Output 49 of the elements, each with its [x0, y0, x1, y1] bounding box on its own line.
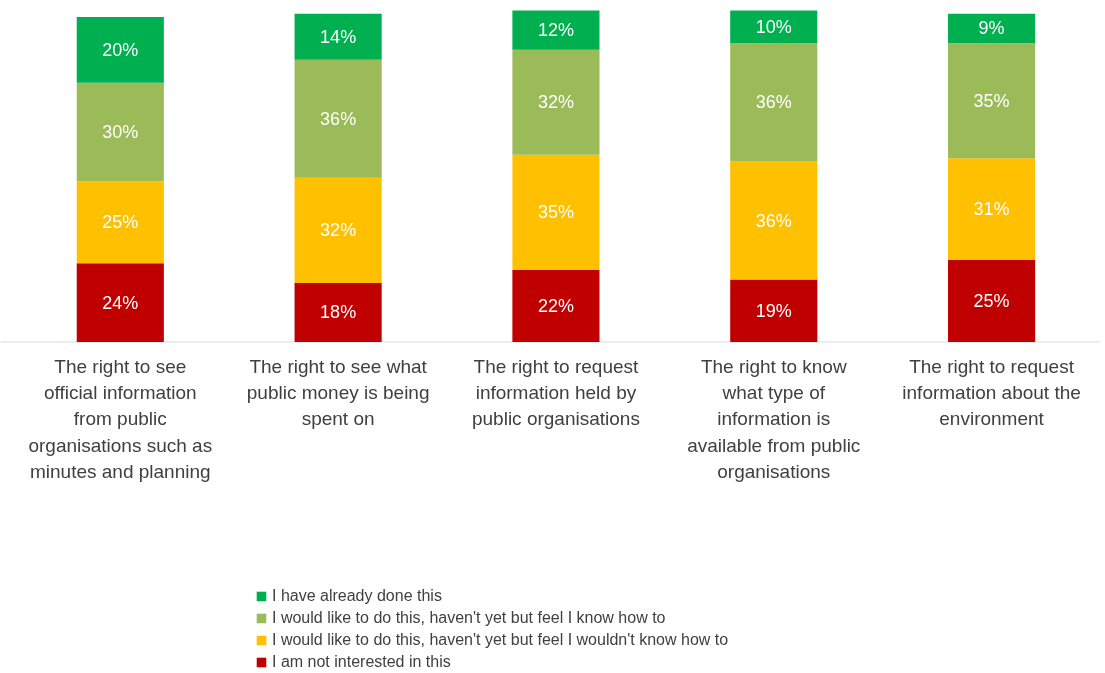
bar — [76, 181, 164, 264]
bar — [730, 43, 818, 162]
bar — [512, 10, 600, 50]
bar — [948, 259, 1036, 342]
data-label: 25% — [973, 290, 1010, 311]
legend-label: I would like to do this, haven't yet but feel I know how to — [272, 609, 666, 627]
data-label: 36% — [755, 92, 792, 113]
data-label: 20% — [102, 39, 139, 60]
data-label: 14% — [320, 26, 357, 47]
x-tick-label: The right to request information held by public organisations — [471, 355, 640, 430]
bar — [294, 59, 382, 178]
x-tick-label: The right to request information about the environment — [902, 355, 1081, 430]
data-label: 12% — [537, 20, 574, 41]
data-label: 36% — [320, 108, 357, 129]
bar — [294, 282, 382, 342]
data-label: 32% — [537, 92, 574, 113]
data-label: 9% — [978, 18, 1005, 39]
legend-label: I would like to do this, haven't yet but feel I wouldn't know how to — [272, 631, 729, 649]
x-tick-label: The right to see official information from public organisations such as minutes and planning — [28, 355, 213, 482]
bar — [294, 13, 382, 60]
bar — [76, 263, 164, 342]
legend-label: I have already done this — [272, 587, 442, 605]
bar — [512, 49, 600, 155]
bar — [730, 10, 818, 44]
legend-label: I am not interested in this — [272, 653, 451, 671]
bar — [948, 158, 1036, 260]
data-label: 35% — [973, 90, 1010, 111]
x-tick-label: The right to know what type of information is available from public organisations — [687, 355, 861, 482]
data-label: 24% — [102, 292, 139, 313]
data-label: 19% — [755, 300, 792, 321]
data-label: 18% — [320, 302, 357, 323]
bar — [76, 82, 164, 182]
bar — [512, 154, 600, 270]
bar — [730, 279, 818, 342]
bar — [76, 17, 164, 83]
x-tick-label: The right to see what public money is being spent on — [246, 355, 430, 430]
data-label: 35% — [537, 202, 574, 223]
bar — [294, 177, 382, 283]
bar — [512, 269, 600, 342]
bar — [948, 43, 1036, 159]
data-label: 10% — [755, 16, 792, 37]
bar — [948, 13, 1036, 44]
data-label: 32% — [320, 220, 357, 241]
bar — [730, 161, 818, 280]
data-label: 36% — [755, 210, 792, 231]
data-label: 31% — [973, 199, 1010, 220]
data-label: 25% — [102, 212, 139, 233]
data-label: 22% — [537, 295, 574, 316]
data-label: 30% — [102, 121, 139, 142]
